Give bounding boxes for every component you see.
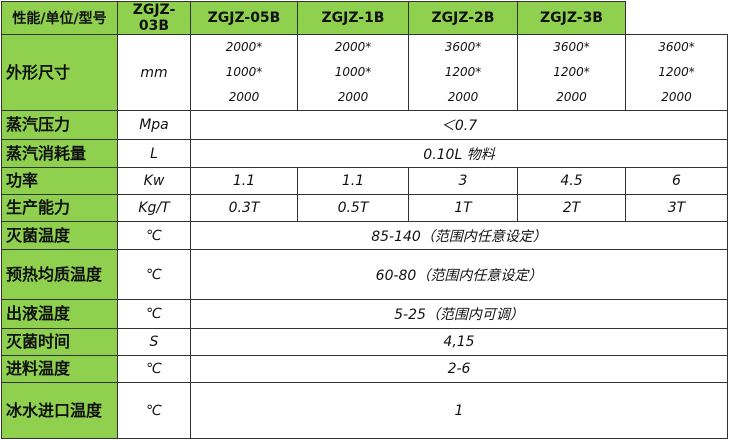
table-row: 生产能力 Kg/T 0.3T 0.5T 1T 2T 3T — [1, 194, 728, 222]
header-cell: ZGJZ-3B — [517, 1, 626, 35]
value-line: 1200* — [444, 65, 482, 79]
value-cell: 3600* 1200* 2000 — [408, 34, 518, 111]
row-label: 出液温度 — [1, 299, 118, 329]
value-cell: 2T — [517, 194, 626, 222]
value-line: 1000* — [334, 65, 372, 79]
header-cell: 性能/单位/型号 — [1, 1, 118, 35]
unit-cell: Kg/T — [117, 194, 191, 222]
value-cell: 2000* 1000* 2000 — [190, 34, 298, 111]
row-label: 灭菌时间 — [1, 328, 118, 356]
value-line: 1200* — [553, 65, 590, 79]
unit-cell: L — [117, 139, 191, 168]
merged-cell: 4,15 — [190, 328, 728, 356]
unit-cell: Mpa — [117, 110, 191, 140]
value-cell: 3 — [408, 167, 518, 195]
unit-cell: ℃ — [117, 249, 191, 300]
unit-cell: S — [117, 328, 191, 356]
header-cell: ZGJZ-05B — [190, 1, 298, 35]
table-row: 预热均质温度 ℃ 60-80（范围内任意设定） — [1, 249, 728, 300]
table-row: 灭菌温度 ℃ 85-140（范围内任意设定） — [1, 221, 728, 250]
value-cell: 6 — [625, 167, 728, 195]
value-cell: 0.3T — [190, 194, 298, 222]
header-cell: ZGJZ-2B — [408, 1, 518, 35]
value-line: 3600* — [444, 40, 482, 54]
merged-cell: 5-25（范围内可调） — [190, 299, 728, 329]
table-row: 外形尺寸 mm 2000* 1000* 2000 2000* 1000* 2000 3600* 1… — [1, 34, 728, 111]
value-cell: 2000* 1000* 2000 — [297, 34, 409, 111]
row-label: 冰水进口温度 — [1, 382, 118, 439]
merged-cell: 60-80（范围内任意设定） — [190, 249, 728, 300]
header-cell: ZGJZ-03B — [117, 1, 191, 35]
row-label: 蒸汽压力 — [1, 110, 118, 140]
value-line: 1200* — [658, 65, 695, 79]
unit-cell: Kw — [117, 167, 191, 195]
value-cell: 0.5T — [297, 194, 409, 222]
value-cell: 1.1 — [190, 167, 298, 195]
row-label: 蒸汽消耗量 — [1, 139, 118, 168]
value-cell: 1.1 — [297, 167, 409, 195]
row-label: 进料温度 — [1, 355, 118, 383]
value-cell: 3600* 1200* 2000 — [625, 34, 728, 111]
merged-cell: 2-6 — [190, 355, 728, 383]
merged-cell: 1 — [190, 382, 728, 439]
table-row: 蒸汽消耗量 L 0.10L 物料 — [1, 139, 728, 168]
value-line: 2000 — [337, 90, 369, 104]
merged-cell: ＜0.7 — [190, 110, 728, 140]
table-row: 出液温度 ℃ 5-25（范围内可调） — [1, 299, 728, 329]
value-line: 2000* — [225, 40, 263, 54]
value-line: 3600* — [553, 40, 590, 54]
value-line: 2000 — [228, 90, 260, 104]
value-cell: 3600* 1200* 2000 — [517, 34, 626, 111]
unit-cell: ℃ — [117, 382, 191, 439]
header-cell: ZGJZ-1B — [297, 1, 409, 35]
row-label: 预热均质温度 — [1, 249, 118, 300]
row-label: 功率 — [1, 167, 118, 195]
unit-cell: ℃ — [117, 299, 191, 329]
value-line: 2000 — [447, 90, 479, 104]
table-row: 灭菌时间 S 4,15 — [1, 328, 728, 356]
value-line: 2000 — [556, 90, 587, 104]
unit-cell: mm — [117, 34, 191, 111]
table-row: 冰水进口温度 ℃ 1 — [1, 382, 728, 439]
unit-cell: ℃ — [117, 221, 191, 250]
merged-cell: 0.10L 物料 — [190, 139, 728, 168]
unit-cell: ℃ — [117, 355, 191, 383]
row-label: 生产能力 — [1, 194, 118, 222]
header-row: 性能/单位/型号 ZGJZ-03B ZGJZ-05B ZGJZ-1B ZGJZ-2B ZG… — [1, 1, 728, 35]
value-line: 3600* — [658, 40, 695, 54]
value-cell: 4.5 — [517, 167, 626, 195]
table-row: 功率 Kw 1.1 1.1 3 4.5 6 — [1, 167, 728, 195]
value-line: 2000* — [334, 40, 372, 54]
table-row: 进料温度 ℃ 2-6 — [1, 355, 728, 383]
table-row: 蒸汽压力 Mpa ＜0.7 — [1, 110, 728, 140]
row-label: 外形尺寸 — [1, 34, 118, 111]
row-label: 灭菌温度 — [1, 221, 118, 250]
value-line: 1000* — [225, 65, 263, 79]
value-line: 2000 — [661, 90, 692, 104]
value-cell: 1T — [408, 194, 518, 222]
merged-cell: 85-140（范围内任意设定） — [190, 221, 728, 250]
value-cell: 3T — [625, 194, 728, 222]
